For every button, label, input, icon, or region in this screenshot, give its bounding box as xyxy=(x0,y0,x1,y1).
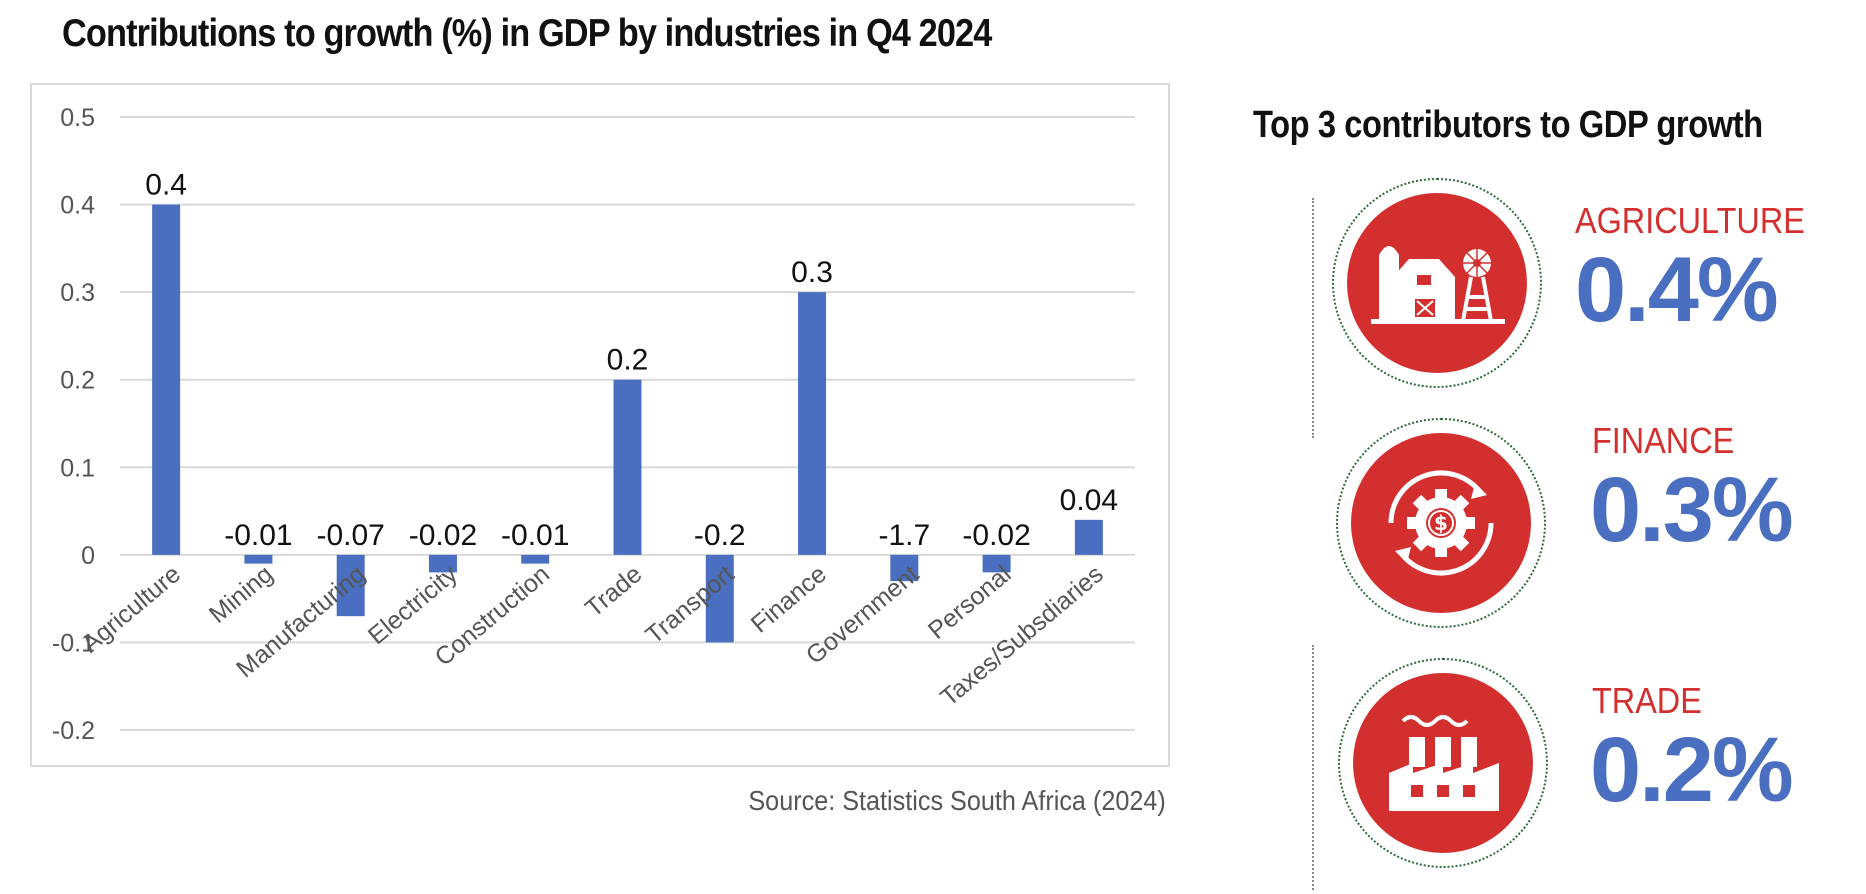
x-tick-label: Agriculture xyxy=(76,560,186,658)
trade-badge-circle xyxy=(1353,673,1533,853)
data-label: 0.4 xyxy=(145,169,187,202)
bar xyxy=(152,204,181,555)
finance-badge-circle: $ xyxy=(1351,433,1531,613)
y-tick-label: 0.3 xyxy=(60,279,95,307)
data-label: -0.2 xyxy=(694,519,746,552)
data-label: -0.02 xyxy=(962,519,1030,552)
contributor-value: 0.3% xyxy=(1590,459,1794,561)
finance-badge: $ xyxy=(1336,418,1546,628)
y-tick-label: 0.5 xyxy=(60,104,95,132)
y-tick-label: 0 xyxy=(81,542,95,570)
bar xyxy=(1074,519,1103,555)
data-label: -0.01 xyxy=(224,519,292,552)
panel-title: Top 3 contributors to GDP growth xyxy=(1253,104,1763,146)
contributor-value: 0.4% xyxy=(1575,239,1779,341)
x-tick-label: Mining xyxy=(204,560,278,629)
gear-dollar-cycle-icon: $ xyxy=(1388,470,1494,576)
bar xyxy=(705,554,734,643)
bar-chart: 0.5 0.4 0.3 0.2 0.1 0 -0.1 -0.2 0.4 Agriculture -0… xyxy=(52,104,1135,745)
x-tick-label: Trade xyxy=(580,560,647,623)
bar xyxy=(428,554,457,573)
factory-icon xyxy=(1389,715,1499,811)
contributor-name: FINANCE xyxy=(1592,420,1735,461)
data-label: -0.07 xyxy=(316,519,384,552)
bar xyxy=(336,554,365,617)
svg-text:$: $ xyxy=(1434,511,1448,535)
contributor-name: TRADE xyxy=(1592,680,1702,721)
bar xyxy=(982,554,1011,573)
y-tick-label: 0.4 xyxy=(60,192,95,220)
data-label: 0.2 xyxy=(607,344,649,377)
source-note: Source: Statistics South Africa (2024) xyxy=(748,785,1166,816)
x-tick-label: Taxes/Subsdiaries xyxy=(935,560,1108,712)
divider-line-bottom xyxy=(1312,645,1314,890)
chart-frame xyxy=(30,83,1170,767)
y-tick-label: -0.2 xyxy=(52,717,95,745)
trade-badge xyxy=(1338,658,1548,868)
divider-line-top xyxy=(1312,198,1314,438)
bar xyxy=(244,554,273,564)
bar xyxy=(521,554,550,564)
x-tick-label: Personal xyxy=(923,560,1017,645)
y-tick-label: 0.2 xyxy=(60,367,95,395)
data-label: -1.7 xyxy=(878,519,930,552)
farm-barn-windmill-icon xyxy=(1371,246,1505,324)
y-tick-label: 0.1 xyxy=(60,454,95,482)
chart-title: Contributions to growth (%) in GDP by in… xyxy=(62,12,992,55)
data-label: -0.01 xyxy=(501,519,569,552)
x-tick-label: Finance xyxy=(746,560,832,639)
contributor-name: AGRICULTURE xyxy=(1575,200,1805,241)
data-label: 0.04 xyxy=(1060,484,1118,517)
bar xyxy=(798,292,827,555)
data-label: -0.02 xyxy=(409,519,477,552)
bar xyxy=(613,379,642,555)
data-label: 0.3 xyxy=(791,256,833,289)
y-tick-label: -0.1 xyxy=(52,629,95,657)
bar xyxy=(890,554,919,582)
agriculture-badge-circle xyxy=(1347,193,1527,373)
contributor-value: 0.2% xyxy=(1590,719,1794,821)
agriculture-badge xyxy=(1332,178,1542,388)
